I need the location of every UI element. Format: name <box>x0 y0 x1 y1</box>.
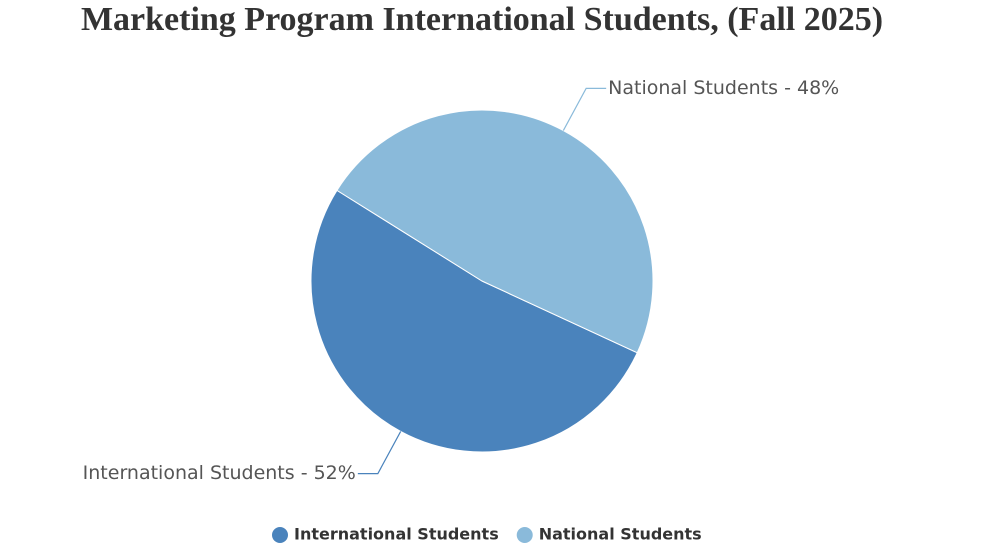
legend-label: International Students <box>294 525 499 544</box>
legend-label: National Students <box>539 525 702 544</box>
legend-marker <box>516 527 533 543</box>
data-label: National Students - 48% <box>608 77 839 99</box>
pie-slice <box>336 109 654 354</box>
leader-line <box>357 431 402 475</box>
chart-title: Marketing Program International Students… <box>81 1 883 38</box>
legend-marker <box>272 527 288 543</box>
leader-line <box>562 87 607 131</box>
data-label: International Students - 52% <box>83 462 356 484</box>
